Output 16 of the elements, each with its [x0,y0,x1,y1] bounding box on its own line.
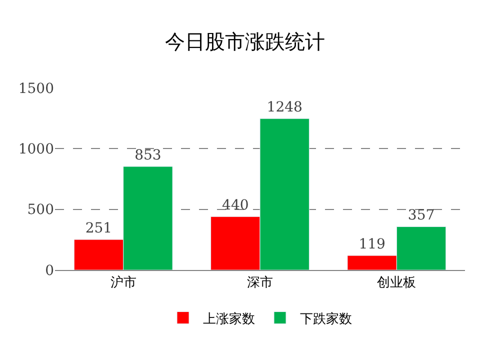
x-tick-label: 创业板 [377,276,416,291]
y-tick-label: 500 [27,202,54,218]
y-tick-label: 1500 [18,80,54,97]
data-label: 119 [358,236,386,253]
data-label: 251 [85,220,112,237]
data-label: 357 [408,208,435,224]
x-tick-label: 沪市 [110,274,136,291]
legend-label: 下跌家数 [300,310,352,327]
data-label: 1248 [266,100,302,116]
data-label: 853 [134,148,162,164]
chart-title: 今日股市涨跌统计 [165,30,325,54]
legend-label: 上涨家数 [203,310,255,327]
x-tick-label: 深市 [247,276,273,291]
y-tick-label: 1000 [18,142,54,158]
data-label: 440 [222,198,249,214]
y-tick-label: 0 [45,262,54,279]
